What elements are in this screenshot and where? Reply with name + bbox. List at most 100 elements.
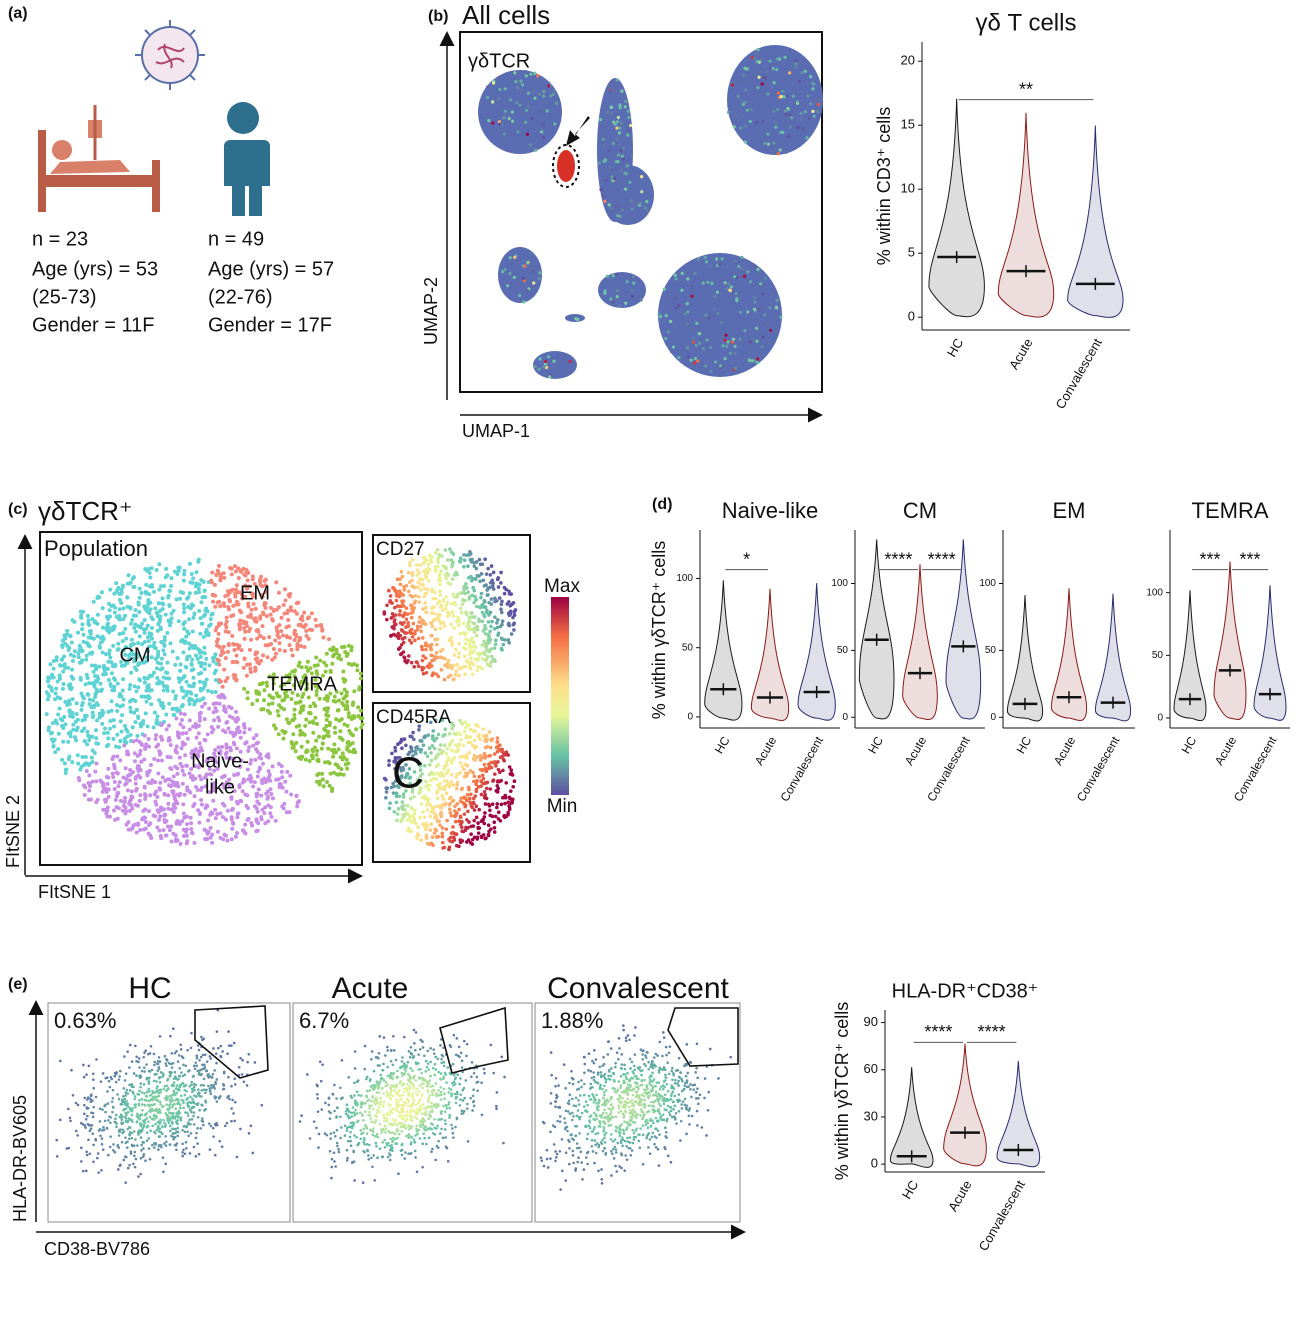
event-dot: [219, 1055, 222, 1058]
cell-dot: [764, 323, 767, 326]
cell-dot: [160, 758, 164, 762]
cell-dot: [788, 113, 791, 116]
event-dot: [203, 1109, 206, 1112]
cell-dot: [447, 675, 451, 679]
cell-dot: [163, 644, 167, 648]
event-dot: [135, 1103, 138, 1106]
cell-dot: [794, 59, 797, 62]
cell-dot: [249, 638, 253, 642]
cell-dot: [93, 620, 97, 624]
event-dot: [84, 1124, 87, 1127]
cell-dot: [686, 310, 689, 313]
cell-dot: [516, 86, 519, 89]
cell-dot: [713, 295, 716, 298]
cell-dot: [357, 687, 361, 691]
event-dot: [171, 1052, 174, 1055]
cell-dot: [130, 618, 134, 622]
cell-dot: [395, 801, 399, 805]
cell-dot: [53, 738, 57, 742]
cell-dot: [292, 713, 296, 717]
cell-dot: [440, 794, 444, 798]
cell-dot: [182, 572, 186, 576]
cell-dot: [200, 595, 204, 599]
cell-dot: [484, 583, 488, 587]
event-dot: [182, 1107, 185, 1110]
cell-dot: [325, 718, 329, 722]
cell-dot: [674, 277, 677, 280]
cell-dot: [424, 648, 428, 652]
cell-dot: [475, 634, 479, 638]
event-dot: [182, 1063, 185, 1066]
cell-dot: [765, 84, 768, 87]
event-dot: [134, 1045, 137, 1048]
cell-dot: [299, 709, 303, 713]
cell-dot: [209, 826, 213, 830]
event-dot: [155, 1129, 158, 1132]
cell-dot: [223, 594, 227, 598]
cell-dot: [87, 789, 91, 793]
cell-dot: [95, 762, 99, 766]
cell-dot: [485, 769, 489, 773]
cell-dot: [524, 121, 527, 124]
event-dot: [176, 1084, 179, 1087]
cell-dot: [179, 662, 183, 666]
cell-dot: [503, 592, 507, 596]
cell-dot: [779, 148, 782, 151]
cell-dot: [418, 816, 422, 820]
event-dot: [119, 1128, 122, 1131]
cell-dot: [686, 277, 689, 280]
cell-dot: [449, 622, 453, 626]
cell-dot: [267, 755, 271, 759]
event-dot: [125, 1156, 128, 1159]
cell-dot: [359, 677, 363, 681]
cell-dot: [391, 612, 395, 616]
cell-dot: [398, 646, 402, 650]
cell-dot: [444, 607, 448, 611]
cell-dot: [203, 684, 207, 688]
cell-dot: [339, 736, 343, 740]
cell-dot: [806, 94, 809, 97]
cell-dot: [416, 585, 420, 589]
event-dot: [167, 1117, 170, 1120]
cell-dot: [111, 603, 115, 607]
event-dot: [177, 1101, 180, 1104]
cell-dot: [147, 809, 151, 813]
cell-dot: [158, 829, 162, 833]
cell-dot: [424, 622, 428, 626]
cell-dot: [180, 686, 184, 690]
cell-dot: [602, 143, 605, 146]
cell-dot: [699, 318, 702, 321]
cell-dot: [80, 703, 84, 707]
cell-dot: [359, 709, 363, 713]
cell-dot: [190, 831, 194, 835]
cell-dot: [352, 748, 356, 752]
cell-dot: [304, 665, 308, 669]
cell-dot: [426, 571, 430, 575]
event-dot: [148, 1110, 151, 1113]
event-dot: [152, 1092, 155, 1095]
cell-dot: [243, 793, 247, 797]
cell-dot: [440, 812, 444, 816]
cell-dot: [273, 638, 277, 642]
cell-dot: [492, 820, 496, 824]
cell-dot: [226, 650, 230, 654]
cell-dot: [782, 95, 785, 98]
cell-dot: [431, 674, 435, 678]
cell-dot: [464, 796, 468, 800]
cell-dot: [320, 627, 324, 631]
cell-dot: [182, 627, 186, 631]
cell-dot: [415, 836, 419, 840]
cell-dot: [269, 805, 273, 809]
cell-dot: [178, 722, 182, 726]
cell-dot: [480, 643, 484, 647]
cell-dot: [395, 599, 399, 603]
cell-dot: [149, 702, 153, 706]
cell-dot: [487, 119, 490, 122]
cell-dot: [607, 85, 610, 88]
cell-dot: [506, 800, 510, 804]
cell-dot: [768, 341, 771, 344]
event-dot: [92, 1106, 95, 1109]
event-dot: [233, 1077, 236, 1080]
cell-dot: [452, 664, 456, 668]
cell-dot: [443, 574, 447, 578]
